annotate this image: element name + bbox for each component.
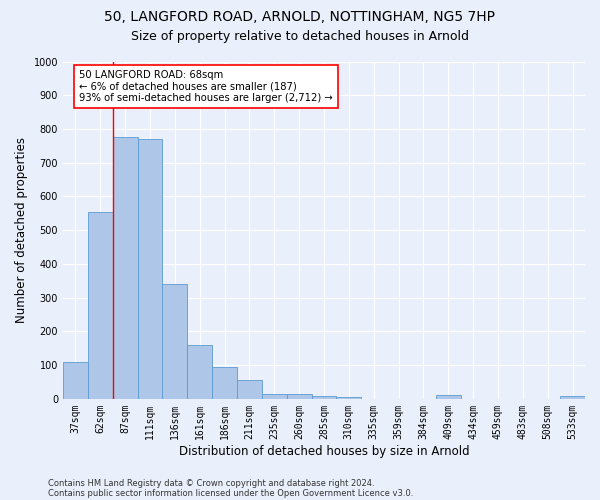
Text: Size of property relative to detached houses in Arnold: Size of property relative to detached ho… — [131, 30, 469, 43]
Bar — [337, 397, 361, 399]
Bar — [560, 396, 585, 399]
Bar — [262, 394, 287, 399]
Bar — [436, 396, 461, 399]
Bar — [88, 212, 113, 399]
Bar — [113, 138, 137, 399]
Bar — [137, 139, 163, 399]
X-axis label: Distribution of detached houses by size in Arnold: Distribution of detached houses by size … — [179, 444, 469, 458]
Text: 50, LANGFORD ROAD, ARNOLD, NOTTINGHAM, NG5 7HP: 50, LANGFORD ROAD, ARNOLD, NOTTINGHAM, N… — [104, 10, 496, 24]
Bar — [311, 396, 337, 399]
Text: Contains public sector information licensed under the Open Government Licence v3: Contains public sector information licen… — [48, 488, 413, 498]
Text: 50 LANGFORD ROAD: 68sqm
← 6% of detached houses are smaller (187)
93% of semi-de: 50 LANGFORD ROAD: 68sqm ← 6% of detached… — [79, 70, 333, 103]
Bar — [287, 394, 311, 399]
Y-axis label: Number of detached properties: Number of detached properties — [15, 137, 28, 323]
Text: Contains HM Land Registry data © Crown copyright and database right 2024.: Contains HM Land Registry data © Crown c… — [48, 478, 374, 488]
Bar — [237, 380, 262, 399]
Bar — [212, 367, 237, 399]
Bar — [63, 362, 88, 399]
Bar — [163, 284, 187, 399]
Bar — [187, 345, 212, 399]
